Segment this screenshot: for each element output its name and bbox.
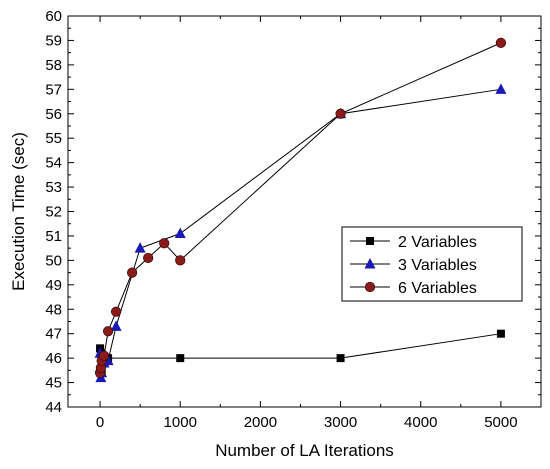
data-point bbox=[111, 306, 122, 317]
x-tick-label: 3000 bbox=[324, 414, 357, 431]
x-axis-label: Number of LA Iterations bbox=[215, 441, 394, 460]
y-tick-label: 55 bbox=[45, 130, 62, 147]
data-point bbox=[134, 242, 146, 253]
y-tick-label: 58 bbox=[45, 57, 62, 74]
data-point bbox=[102, 326, 114, 337]
data-point bbox=[336, 354, 345, 363]
y-tick-label: 56 bbox=[45, 106, 62, 123]
data-point bbox=[159, 238, 170, 249]
x-tick-label: 1000 bbox=[164, 414, 197, 431]
legend-entry: 6 Variables bbox=[350, 280, 477, 297]
y-tick-label: 53 bbox=[45, 179, 62, 196]
x-axis: 0 1000 2000 3000 4000 5000 bbox=[96, 16, 518, 431]
data-point bbox=[496, 329, 505, 338]
y-tick-label: 57 bbox=[45, 81, 62, 98]
y-tick-label: 51 bbox=[45, 228, 62, 245]
y-tick-label: 45 bbox=[45, 375, 62, 392]
x-tick-label: 5000 bbox=[484, 414, 517, 431]
y-tick-label: 46 bbox=[45, 350, 62, 367]
legend-label: 6 Variables bbox=[398, 280, 477, 297]
legend-label: 2 Variables bbox=[398, 234, 477, 251]
data-point bbox=[110, 320, 122, 331]
y-axis: 44 45 46 47 48 49 50 51 52 53 54 55 56 57 58 59 60 bbox=[45, 8, 541, 416]
legend-marker bbox=[366, 237, 374, 245]
legend-entry: 2 Variables bbox=[350, 234, 477, 251]
y-tick-label: 48 bbox=[45, 301, 62, 318]
x-tick-label: 2000 bbox=[244, 414, 277, 431]
data-point bbox=[175, 255, 186, 266]
y-tick-label: 52 bbox=[45, 204, 62, 221]
legend-marker bbox=[364, 281, 376, 293]
data-point bbox=[98, 350, 110, 361]
data-point bbox=[127, 267, 138, 278]
series-1 bbox=[96, 329, 505, 375]
plot-frame bbox=[67, 15, 542, 408]
y-tick-label: 47 bbox=[45, 326, 62, 343]
series-layer bbox=[94, 37, 507, 383]
x-tick-label: 4000 bbox=[404, 414, 437, 431]
legend: 2 Variables 3 Variables 6 Variables bbox=[341, 226, 523, 302]
series-line bbox=[99, 333, 501, 371]
y-tick-label: 54 bbox=[45, 155, 62, 172]
series-line bbox=[99, 42, 502, 373]
data-point bbox=[335, 108, 346, 119]
legend-label: 3 Variables bbox=[398, 257, 477, 274]
y-tick-label: 49 bbox=[45, 277, 62, 294]
data-point bbox=[143, 252, 154, 264]
series-3 bbox=[94, 37, 507, 378]
y-tick-label: 50 bbox=[45, 252, 62, 269]
plot-area bbox=[67, 15, 542, 408]
y-axis-label: Execution Time (sec) bbox=[9, 132, 28, 291]
data-point bbox=[174, 227, 186, 238]
legend-marker bbox=[364, 258, 376, 269]
y-tick-label: 59 bbox=[45, 32, 62, 49]
legend-entry: 3 Variables bbox=[350, 257, 477, 274]
data-point bbox=[495, 83, 507, 94]
data-point bbox=[176, 354, 185, 363]
y-tick-label: 44 bbox=[45, 399, 62, 416]
y-tick-label: 60 bbox=[45, 8, 62, 25]
data-point bbox=[495, 37, 507, 48]
x-tick-label: 0 bbox=[96, 414, 104, 431]
